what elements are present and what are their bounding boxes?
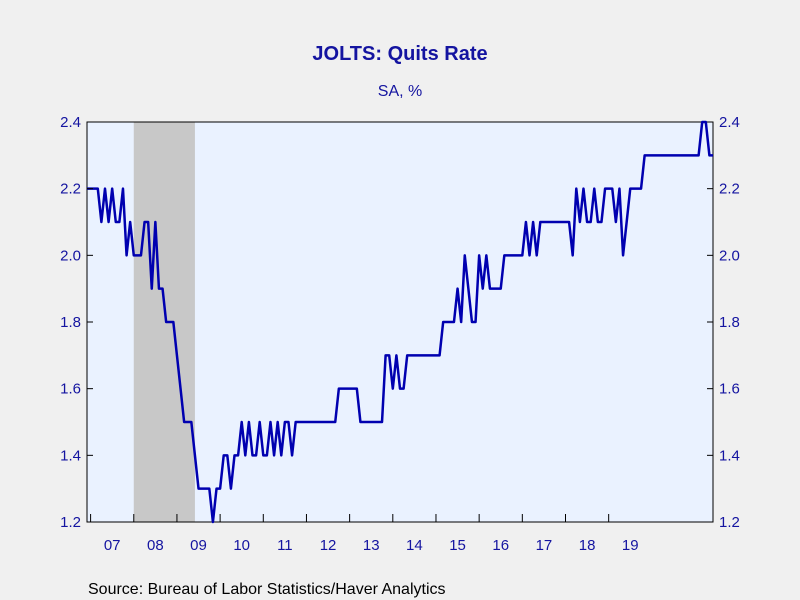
y-tick-label-right: 1.2 <box>719 514 740 531</box>
x-tick-label: 07 <box>104 537 121 554</box>
x-tick-label: 15 <box>449 537 466 554</box>
x-tick-label: 16 <box>492 537 509 554</box>
y-tick-label-left: 1.2 <box>60 514 81 531</box>
x-tick-label: 17 <box>536 537 553 554</box>
x-tick-label: 13 <box>363 537 380 554</box>
series-line-quits-rate <box>87 120 713 524</box>
x-tick-label: 08 <box>147 537 164 554</box>
x-tick-label: 18 <box>579 537 596 554</box>
chart-subtitle: SA, % <box>378 83 422 100</box>
y-tick-label-left: 2.2 <box>60 181 81 198</box>
x-tick-label: 11 <box>277 537 293 554</box>
axis-labels: 1.2 1.2 1.4 1.4 1.6 1.6 1.8 1.8 2.0 2.0 2.2 2.2 2.4 2… <box>60 114 740 554</box>
y-tick-label-right: 1.8 <box>719 314 740 331</box>
y-tick-label-left: 1.6 <box>60 381 81 398</box>
source-note: Source: Bureau of Labor Statistics/Haver… <box>88 581 446 598</box>
plot-area <box>86 120 714 524</box>
recession-band <box>133 122 195 522</box>
x-tick-label: 10 <box>233 537 250 554</box>
y-tick-label-right: 2.2 <box>719 181 740 198</box>
x-tick-label: 12 <box>320 537 337 554</box>
axis-ticks <box>87 121 713 523</box>
y-tick-label-left: 2.0 <box>60 247 81 264</box>
y-tick-label-left: 1.8 <box>60 314 81 331</box>
x-tick-label: 09 <box>190 537 207 554</box>
y-tick-label-right: 2.0 <box>719 247 740 264</box>
y-tick-label-left: 1.4 <box>60 447 81 464</box>
x-tick-label: 14 <box>406 537 423 554</box>
chart-title: JOLTS: Quits Rate <box>312 43 487 65</box>
x-tick-label: 19 <box>622 537 639 554</box>
y-tick-label-left: 2.4 <box>60 114 81 131</box>
y-tick-label-right: 1.4 <box>719 447 740 464</box>
y-tick-label-right: 2.4 <box>719 114 740 131</box>
y-tick-label-right: 1.6 <box>719 381 740 398</box>
